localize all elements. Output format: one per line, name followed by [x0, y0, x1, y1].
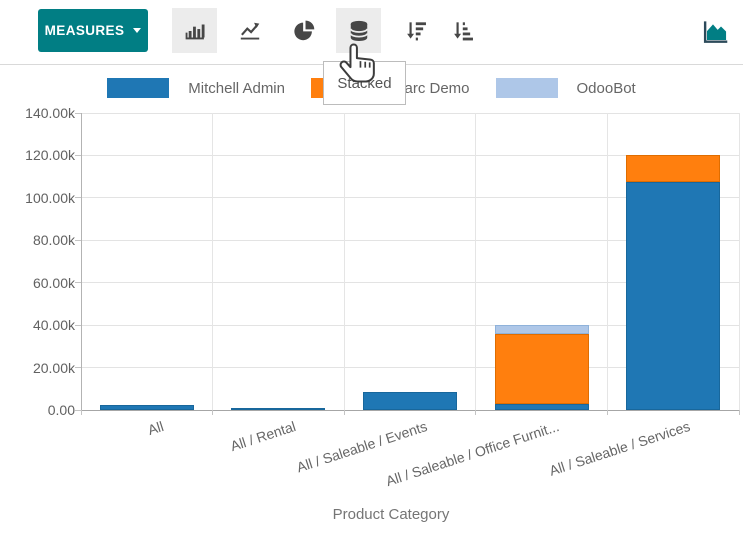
x-tick — [475, 410, 477, 415]
y-tick-label: 80.00k — [32, 232, 75, 249]
bar-chart-icon — [185, 24, 205, 39]
x-tick — [738, 410, 740, 415]
legend-swatch — [107, 78, 170, 98]
x-axis-label: All / Rental — [228, 418, 298, 455]
y-tick-label: 40.00k — [32, 317, 75, 334]
toolbar: MEASURES — [0, 0, 743, 64]
y-tick-label: 0.00 — [47, 402, 75, 418]
cursor-hand-icon — [339, 43, 375, 83]
gridline-vertical — [475, 113, 477, 410]
x-axis-label: All / Saleable / Services — [547, 418, 693, 479]
bar-segment[interactable] — [494, 325, 589, 334]
bar-chart-button[interactable] — [172, 8, 217, 53]
line-chart-icon — [240, 22, 259, 40]
bar-segment[interactable] — [626, 155, 721, 182]
gridline-vertical — [212, 113, 214, 410]
y-axis-line — [81, 113, 82, 410]
y-tick-label: 100.00k — [25, 189, 75, 206]
x-tick — [212, 410, 214, 415]
x-axis-label: All / Saleable / Events — [294, 418, 429, 476]
stacked-database-icon — [349, 20, 368, 41]
measures-button[interactable]: MEASURES — [38, 9, 148, 52]
y-tick-label: 60.00k — [32, 274, 75, 291]
y-tick — [75, 154, 81, 156]
gridline — [81, 112, 739, 114]
x-axis-label: All — [146, 418, 166, 439]
legend-label: Mitchell Admin — [188, 79, 285, 97]
legend-item[interactable]: OdooBot — [495, 78, 636, 98]
y-tick — [75, 324, 81, 326]
gridline-vertical — [343, 113, 345, 410]
sort-descending-button[interactable] — [393, 8, 438, 53]
bar-segment[interactable] — [494, 403, 589, 410]
sort-ascending-icon — [453, 21, 473, 40]
bar-segment[interactable] — [626, 181, 721, 410]
gridline-vertical — [738, 113, 740, 410]
sort-ascending-button[interactable] — [440, 8, 485, 53]
x-tick — [80, 410, 82, 415]
bar-segment[interactable] — [494, 333, 589, 404]
bar-segment[interactable] — [99, 405, 194, 410]
legend-item[interactable]: Mitchell Admin — [107, 78, 285, 98]
pie-chart-icon — [293, 20, 314, 40]
x-axis-label: All / Saleable / Office Furnit... — [383, 418, 561, 490]
pie-chart-button[interactable] — [281, 8, 326, 53]
legend-label: OdooBot — [576, 79, 636, 97]
y-tick-label: 140.00k — [25, 105, 75, 121]
y-tick — [75, 409, 81, 411]
y-tick — [75, 282, 81, 284]
y-tick — [75, 197, 81, 199]
legend-label: Marc Demo — [391, 79, 470, 97]
sort-descending-icon — [406, 21, 426, 40]
x-axis-title: Product Category — [332, 506, 450, 523]
y-tick — [75, 112, 81, 114]
y-tick — [75, 367, 81, 369]
y-tick-label: 120.00k — [25, 147, 75, 164]
legend-swatch — [495, 78, 558, 98]
area-chart-icon — [703, 21, 728, 43]
x-tick — [606, 410, 608, 415]
bar-segment[interactable] — [231, 407, 326, 410]
stacked-toggle-button[interactable] — [336, 8, 381, 53]
bar-segment[interactable] — [363, 391, 457, 410]
line-chart-button[interactable] — [227, 8, 272, 53]
x-tick — [343, 410, 345, 415]
y-tick-label: 20.00k — [32, 359, 75, 376]
area-chart-view-button[interactable] — [696, 13, 734, 51]
measures-button-label: MEASURES — [44, 23, 125, 38]
gridline-vertical — [606, 113, 608, 410]
chevron-down-icon — [133, 28, 142, 33]
y-tick — [75, 239, 81, 241]
